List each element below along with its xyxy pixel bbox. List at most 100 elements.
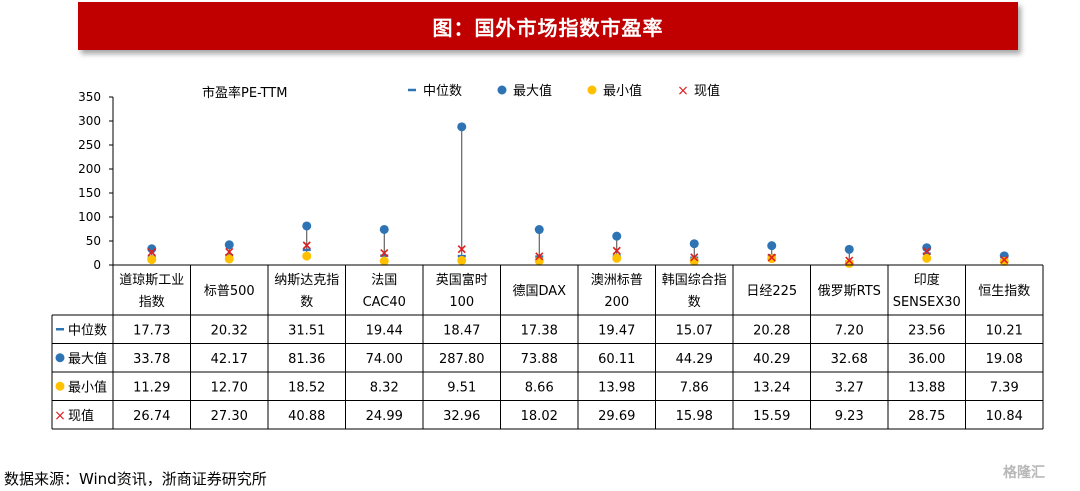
data-label: 10.21: [986, 323, 1023, 338]
legend-marker-current: ×: [677, 83, 689, 99]
data-label: 81.36: [288, 352, 325, 367]
row-label: 现值: [68, 408, 94, 424]
data-label: 15.07: [676, 323, 713, 338]
data-label: 26.74: [133, 409, 170, 424]
data-label: 17.73: [133, 323, 170, 338]
data-label: 27.30: [211, 409, 248, 424]
data-label: 23.56: [908, 323, 945, 338]
y-tick-label: 350: [78, 90, 101, 104]
current-point: [845, 256, 854, 265]
legend-marker-max: [497, 85, 507, 95]
data-label: 7.39: [990, 380, 1019, 395]
category-label: 指数: [139, 295, 165, 310]
data-label: 28.75: [908, 409, 945, 424]
data-label: 18.52: [288, 380, 325, 395]
max-point: [689, 239, 699, 249]
data-label: 40.29: [753, 352, 790, 367]
data-label: 31.51: [288, 323, 325, 338]
data-label: 18.47: [443, 323, 480, 338]
category-label: 数: [300, 295, 313, 310]
category-label: 德国DAX: [512, 284, 566, 299]
y-tick-label: 50: [86, 234, 101, 248]
data-label: 73.88: [521, 352, 558, 367]
current-point: [690, 253, 699, 262]
legend-marker-min: [587, 85, 597, 95]
max-point: [534, 225, 544, 235]
row-label: 最小值: [68, 379, 107, 395]
category-label: 印度: [914, 272, 940, 288]
category-label: 数: [688, 295, 701, 310]
category-label: 200: [604, 295, 629, 310]
category-label: 韩国综合指: [662, 273, 727, 288]
row-label: 中位数: [68, 323, 107, 338]
data-label: 7.86: [680, 380, 709, 395]
data-label: 20.32: [211, 323, 248, 338]
min-point: [147, 255, 157, 265]
min-point: [844, 258, 854, 268]
data-label: 32.68: [831, 352, 868, 367]
max-point: [302, 221, 312, 231]
data-label: 8.66: [525, 380, 554, 395]
legend-label: 现值: [694, 83, 720, 99]
title-banner: 图：国外市场指数市盈率: [78, 2, 1018, 50]
current-point: [302, 241, 311, 250]
data-label: 42.17: [211, 352, 248, 367]
row-label: 最大值: [68, 351, 107, 367]
data-label: 17.38: [521, 323, 558, 338]
max-point: [612, 231, 622, 241]
data-label: 7.20: [835, 323, 864, 338]
data-label: 19.44: [366, 323, 403, 338]
row-key-current: ×: [54, 408, 66, 424]
current-point: [1000, 255, 1009, 264]
data-label: 15.98: [676, 409, 713, 424]
category-label: 100: [449, 295, 474, 310]
category-label: CAC40: [363, 295, 406, 310]
max-point: [224, 240, 234, 250]
data-label: 8.32: [370, 380, 399, 395]
data-label: 33.78: [133, 352, 170, 367]
data-label: 36.00: [908, 352, 945, 367]
max-point: [767, 241, 777, 251]
data-label: 32.96: [443, 409, 480, 424]
legend-label: 中位数: [423, 84, 462, 99]
y-tick-label: 100: [78, 210, 101, 224]
data-label: 40.88: [288, 409, 325, 424]
max-point: [457, 122, 467, 132]
min-point: [534, 256, 544, 266]
category-label: 俄罗斯RTS: [818, 284, 881, 299]
category-label: 标普500: [204, 284, 255, 299]
current-point: [225, 247, 234, 256]
category-label: 道琼斯工业: [119, 273, 184, 288]
y-tick-label: 0: [93, 258, 101, 272]
current-point: [612, 246, 621, 255]
data-label: 18.02: [521, 409, 558, 424]
data-label: 3.27: [835, 380, 864, 395]
category-label: 澳洲标普: [591, 272, 643, 288]
data-label: 60.11: [598, 352, 635, 367]
min-point: [302, 251, 312, 261]
min-point: [379, 256, 389, 266]
data-label: 10.84: [986, 409, 1023, 424]
min-point: [922, 253, 932, 263]
legend-label: 最大值: [513, 83, 552, 99]
min-point: [999, 256, 1009, 266]
category-label: 法国: [371, 273, 397, 288]
y-tick-label: 200: [78, 162, 101, 176]
data-label: 13.98: [598, 380, 635, 395]
row-key-marker: [55, 353, 65, 363]
row-key-marker: [55, 381, 65, 391]
y-tick-label: 250: [78, 138, 101, 152]
data-label: 29.69: [598, 409, 635, 424]
min-point: [224, 254, 234, 264]
current-point: [922, 247, 931, 256]
category-label: 日经225: [746, 284, 797, 299]
min-point: [457, 255, 467, 265]
max-point: [379, 224, 389, 234]
data-label: 19.08: [986, 352, 1023, 367]
data-label: 9.23: [835, 409, 864, 424]
data-label: 287.80: [439, 352, 485, 367]
source-note: 数据来源：Wind资讯，浙商证券研究所: [4, 470, 267, 488]
data-label: 19.47: [598, 323, 635, 338]
category-label: 恒生指数: [978, 284, 1030, 299]
current-point: [767, 253, 776, 262]
